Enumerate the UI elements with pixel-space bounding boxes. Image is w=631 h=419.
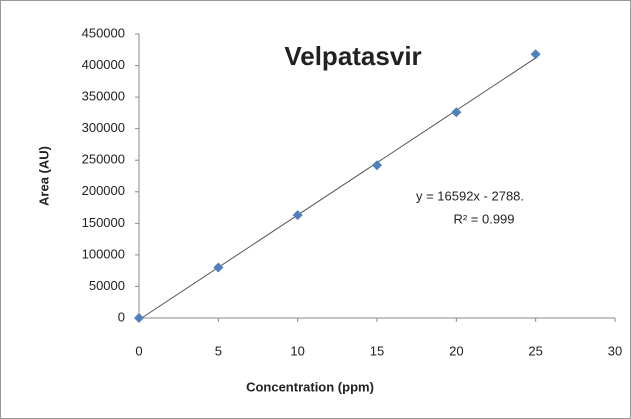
x-tick-label: 25 [528,343,542,358]
x-tick-label: 30 [608,343,622,358]
chart-title: Velpatasvir [284,41,421,71]
trendline [138,57,536,321]
y-tick-label: 300000 [82,120,125,135]
data-point [213,262,224,273]
x-tick-label: 20 [449,343,463,358]
y-tick-label: 250000 [82,152,125,167]
data-point [372,160,382,171]
y-tick-label: 150000 [82,215,125,230]
y-tick-label: 0 [118,309,125,324]
trendline-equation: y = 16592x - 2788. [416,188,524,203]
x-tick-label: 0 [135,343,142,358]
x-axis-label: Concentration (ppm) [246,379,374,394]
y-axis-label: Area (AU) [36,146,51,206]
trendline-r-squared: R² = 0.999 [453,211,514,226]
x-tick-label: 5 [215,343,222,358]
y-tick-label: 400000 [82,57,125,72]
data-point [134,313,144,323]
y-tick-label: 350000 [82,89,125,104]
y-tick-label: 200000 [82,183,125,198]
data-point [292,210,303,221]
y-tick-label: 100000 [82,246,125,261]
x-tick-label: 10 [290,343,304,358]
x-tick-label: 15 [370,343,384,358]
data-point [530,49,541,60]
data-point [451,107,462,118]
y-tick-label: 50000 [89,278,125,293]
y-tick-label: 450000 [82,25,125,40]
